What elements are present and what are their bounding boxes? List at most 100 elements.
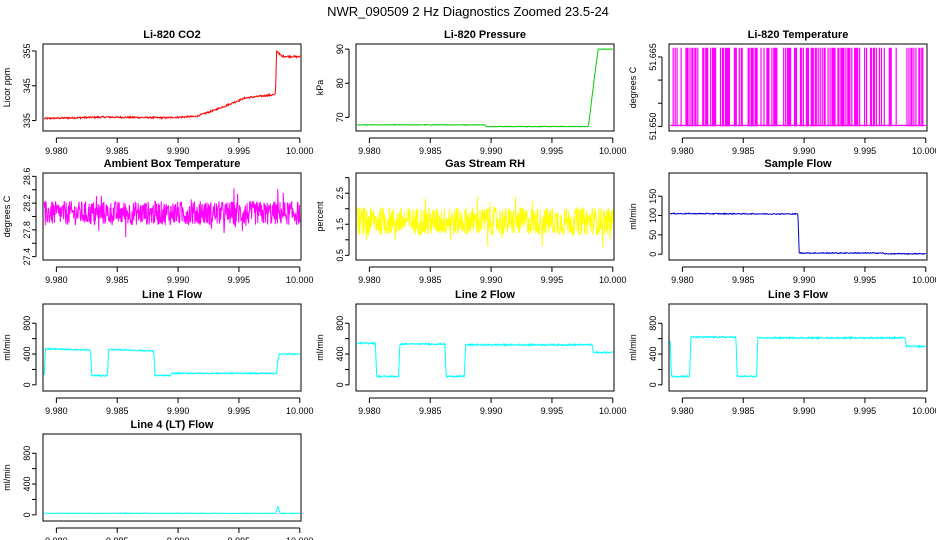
y-tick-label: 0 [648,382,658,387]
x-axis: 9.980 9.985 9.990 9.995 10.000 [671,397,936,416]
x-tick-label: 9.985 [732,275,755,285]
y-axis-label: ml/min [2,464,12,491]
plot-frame [42,172,302,261]
x-tick-label: 9.985 [106,146,129,156]
y-axis: 70 80 90 [335,44,350,122]
series-group [670,47,926,127]
series-group [356,341,614,379]
x-axis: 9.980 9.985 9.990 9.995 10.000 [358,397,627,416]
y-tick-label: 400 [648,347,658,362]
y-tick-label: 28.2 [22,194,32,212]
y-tick-label: 100 [648,208,658,223]
y-axis: 0 400 800 [22,446,37,517]
series-group [43,49,301,121]
y-axis-label: ml/min [628,334,638,361]
plot-frame [42,303,302,392]
y-tick-label: 28.6 [22,168,32,186]
y-tick-label: 50 [648,230,658,240]
panel-title: Line 4 (LT) Flow [131,419,214,431]
panel-3: Li-820 Temperature 9.980 9.985 9.990 9.995 10… [628,29,936,156]
panel-title: Li-820 Temperature [748,29,849,41]
y-axis-label: ml/min [2,334,12,361]
y-tick-label: 51.650 [648,113,658,141]
x-tick-label: 9.990 [793,146,816,156]
y-axis-label: ml/min [628,203,638,230]
x-tick-label: 9.995 [541,406,564,416]
y-axis-label: Licor ppm [2,68,12,108]
series-line [356,341,614,379]
plot-frame [668,43,928,132]
plot-frame [42,43,302,132]
panel-title: Gas Stream RH [445,158,525,170]
series-line [43,188,301,238]
x-tick-label: 9.985 [732,406,755,416]
x-axis: 9.980 9.985 9.990 9.995 10.000 [671,137,936,156]
x-axis: 9.980 9.985 9.990 9.995 10.000 [671,266,936,285]
y-tick-label: 400 [335,347,345,362]
panel-9: Line 3 Flow 9.980 9.985 9.990 9.995 10.000 0 40… [628,289,936,416]
y-axis: 51.650 51.665 [648,43,663,141]
x-tick-label: 9.990 [167,146,190,156]
x-tick-label: 9.995 [228,146,251,156]
y-axis-label: percent [315,201,325,232]
x-tick-label: 9.985 [106,406,129,416]
series-group [43,347,301,378]
panel-10: Line 4 (LT) Flow 9.980 9.985 9.990 9.995 10.0… [2,419,314,540]
y-axis: 0.5 1.5 2.5 [335,177,350,262]
y-tick-label: 70 [335,112,345,122]
x-tick-label: 9.985 [732,146,755,156]
x-tick-label: 9.985 [419,275,442,285]
y-tick-label: 80 [335,78,345,88]
series-line [669,335,926,379]
y-tick-label: 150 [648,189,658,204]
x-tick-label: 10.000 [599,275,627,285]
x-tick-label: 10.000 [912,146,936,156]
y-tick-label: 27.4 [22,248,32,266]
x-tick-label: 10.000 [286,275,314,285]
y-axis: 27.4 27.8 28.2 28.6 [22,168,37,266]
x-tick-label: 9.980 [358,146,381,156]
x-tick-label: 9.995 [228,275,251,285]
x-tick-label: 9.995 [541,146,564,156]
x-tick-label: 9.995 [854,406,877,416]
series-group [357,48,614,128]
x-tick-label: 10.000 [286,406,314,416]
y-tick-label: 0 [22,512,32,517]
y-tick-label: 0 [648,252,658,257]
series-line [670,47,926,127]
x-tick-label: 10.000 [286,536,314,540]
x-tick-label: 9.990 [480,406,503,416]
y-tick-label: 0.5 [335,249,345,262]
x-axis: 9.980 9.985 9.990 9.995 10.000 [45,397,314,416]
series-group [356,195,614,248]
panel-title: Sample Flow [764,158,832,170]
x-tick-label: 9.980 [671,406,694,416]
y-tick-label: 0 [335,382,345,387]
y-axis-label: degrees C [2,195,12,237]
x-tick-label: 9.985 [419,146,442,156]
x-tick-label: 9.985 [106,536,129,540]
panel-7: Line 1 Flow 9.980 9.985 9.990 9.995 10.000 0 40… [2,289,314,416]
y-axis-label: ml/min [315,334,325,361]
series-line [357,48,614,128]
panel-title: Ambient Box Temperature [104,158,241,170]
x-tick-label: 9.990 [793,406,816,416]
y-tick-label: 800 [22,316,32,331]
panel-title: Li-820 CO2 [143,29,200,41]
plot-frame [668,172,928,261]
x-tick-label: 9.990 [167,536,190,540]
y-axis: 0 50 100 150 [648,189,663,257]
x-axis: 9.980 9.985 9.990 9.995 10.000 [45,137,314,156]
x-tick-label: 9.980 [671,275,694,285]
x-tick-label: 9.980 [358,275,381,285]
x-axis: 9.980 9.985 9.990 9.995 10.000 [358,137,627,156]
x-tick-label: 9.980 [45,146,68,156]
x-axis: 9.980 9.985 9.990 9.995 10.000 [45,527,314,540]
x-tick-label: 10.000 [912,406,936,416]
x-tick-label: 9.995 [854,275,877,285]
y-tick-label: 400 [22,477,32,492]
plot-frame [42,433,302,522]
